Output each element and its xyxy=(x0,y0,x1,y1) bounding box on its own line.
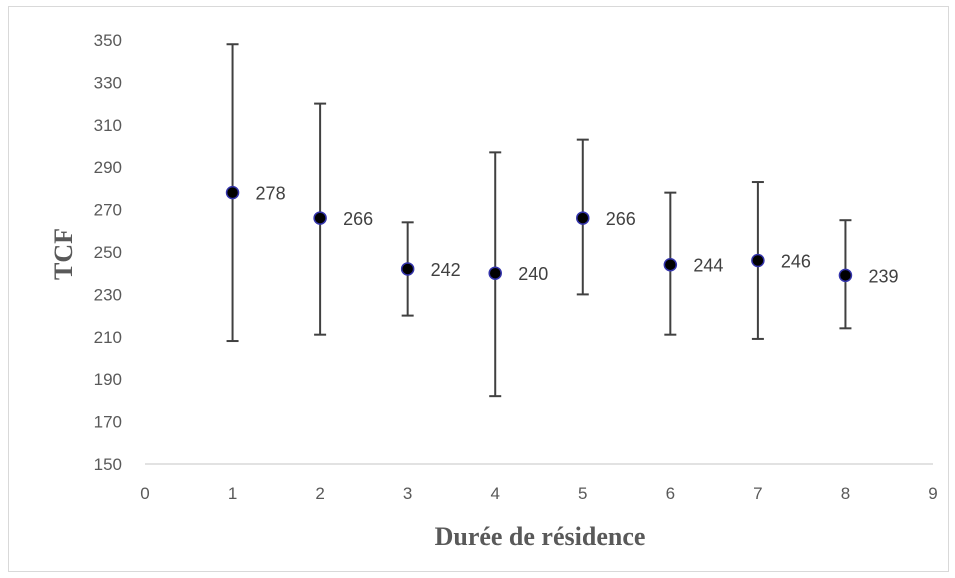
data-point xyxy=(400,262,415,276)
data-labels: 278 266 242 240 266 244 246 239 xyxy=(256,184,899,287)
y-tick-label: 170 xyxy=(94,413,122,432)
data-label: 278 xyxy=(256,184,286,204)
chart-frame xyxy=(8,6,949,572)
y-tick-label: 250 xyxy=(94,243,122,262)
y-tick-label: 270 xyxy=(94,201,122,220)
x-tick-label: 1 xyxy=(228,484,237,503)
y-tick-label: 230 xyxy=(94,285,122,304)
data-points xyxy=(225,185,853,283)
x-tick-label: 6 xyxy=(666,484,675,503)
data-point xyxy=(313,211,327,225)
x-tick-label: 3 xyxy=(403,484,412,503)
x-tick-label: 0 xyxy=(140,484,149,503)
x-axis-ticks: 0 1 2 3 4 5 6 7 8 9 xyxy=(140,484,937,503)
x-tick-label: 8 xyxy=(841,484,850,503)
y-tick-label: 190 xyxy=(94,370,122,389)
data-point xyxy=(751,253,765,268)
y-axis-ticks: 150 170 190 210 230 250 270 290 310 330 350 xyxy=(94,31,122,474)
data-label: 266 xyxy=(343,209,373,229)
x-tick-label: 5 xyxy=(578,484,587,503)
y-tick-label: 310 xyxy=(94,116,122,135)
data-label: 244 xyxy=(693,256,723,276)
data-point xyxy=(576,211,590,225)
data-label: 242 xyxy=(431,260,461,280)
y-axis-title: TCF xyxy=(49,228,78,280)
x-tick-label: 9 xyxy=(928,484,937,503)
data-label: 239 xyxy=(868,266,898,286)
x-axis-title: Durée de résidence xyxy=(435,522,646,551)
data-label: 266 xyxy=(606,209,636,229)
x-tick-label: 4 xyxy=(490,484,499,503)
data-point xyxy=(488,266,502,280)
data-point xyxy=(225,185,240,200)
x-tick-label: 2 xyxy=(315,484,324,503)
x-tick-label: 7 xyxy=(753,484,762,503)
data-point xyxy=(663,257,678,272)
y-tick-label: 330 xyxy=(94,73,122,92)
data-label: 246 xyxy=(781,251,811,271)
y-tick-label: 150 xyxy=(94,455,122,474)
data-label: 240 xyxy=(518,264,548,284)
data-point xyxy=(838,268,853,283)
y-tick-label: 210 xyxy=(94,328,122,347)
y-tick-label: 290 xyxy=(94,158,122,177)
y-tick-label: 350 xyxy=(94,31,122,50)
